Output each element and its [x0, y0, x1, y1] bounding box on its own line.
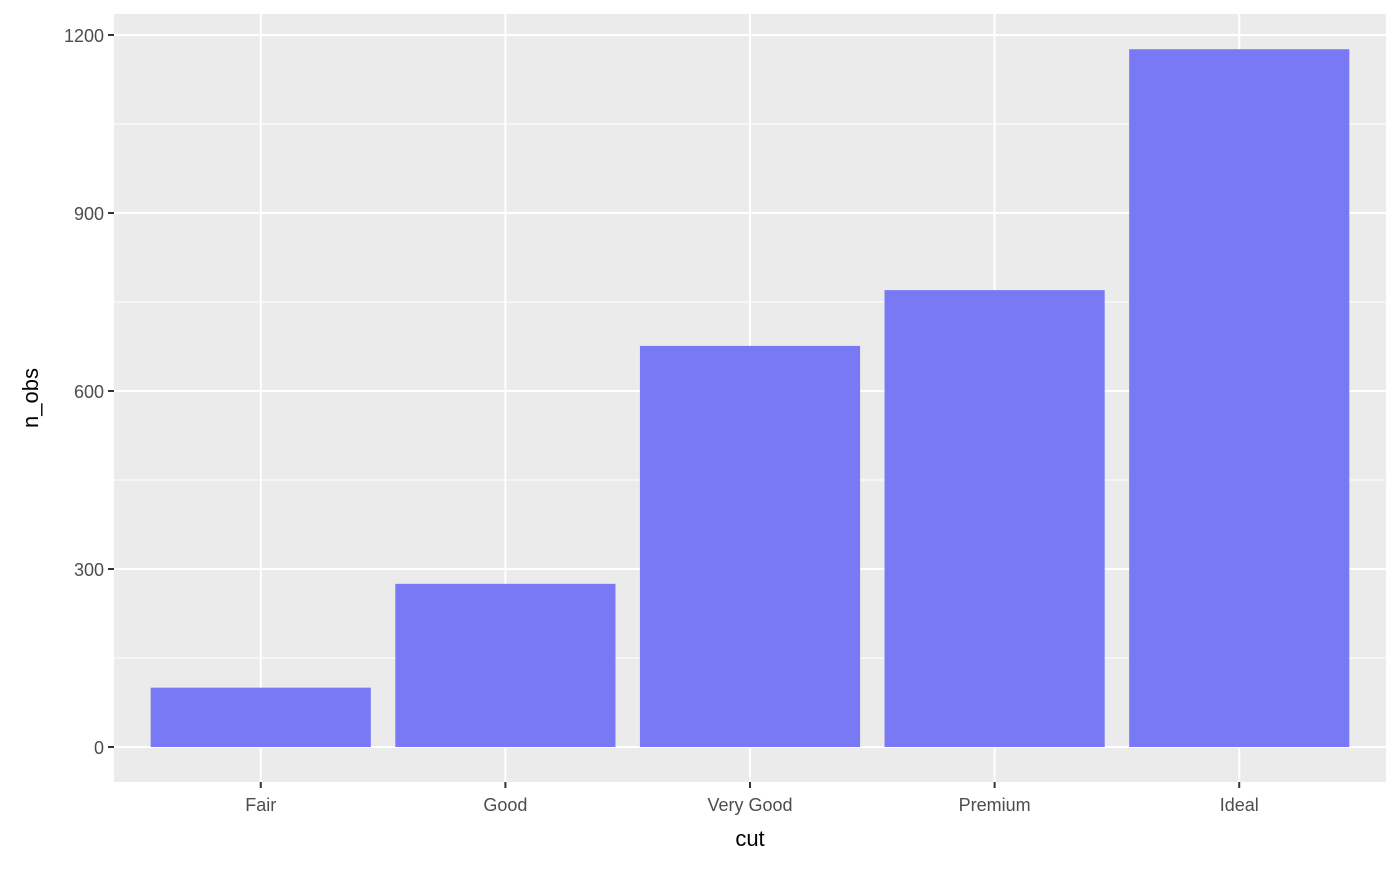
- y-tick-label: 900: [74, 204, 104, 224]
- bar-fair: [150, 687, 371, 747]
- y-tick-label: 300: [74, 560, 104, 580]
- x-tick-label: Fair: [245, 795, 276, 815]
- y-tick-label: 0: [94, 738, 104, 758]
- x-tick-label: Very Good: [707, 795, 792, 815]
- y-axis-title: n_obs: [18, 368, 43, 428]
- x-tick-label: Ideal: [1220, 795, 1259, 815]
- bar-premium: [884, 290, 1105, 747]
- y-tick-label: 600: [74, 382, 104, 402]
- x-tick-label: Premium: [959, 795, 1031, 815]
- x-axis-title: cut: [735, 826, 764, 851]
- bar-good: [395, 583, 616, 747]
- bar-ideal: [1129, 49, 1350, 748]
- x-tick-label: Good: [483, 795, 527, 815]
- y-tick-label: 1200: [64, 26, 104, 46]
- bar-very-good: [639, 345, 861, 747]
